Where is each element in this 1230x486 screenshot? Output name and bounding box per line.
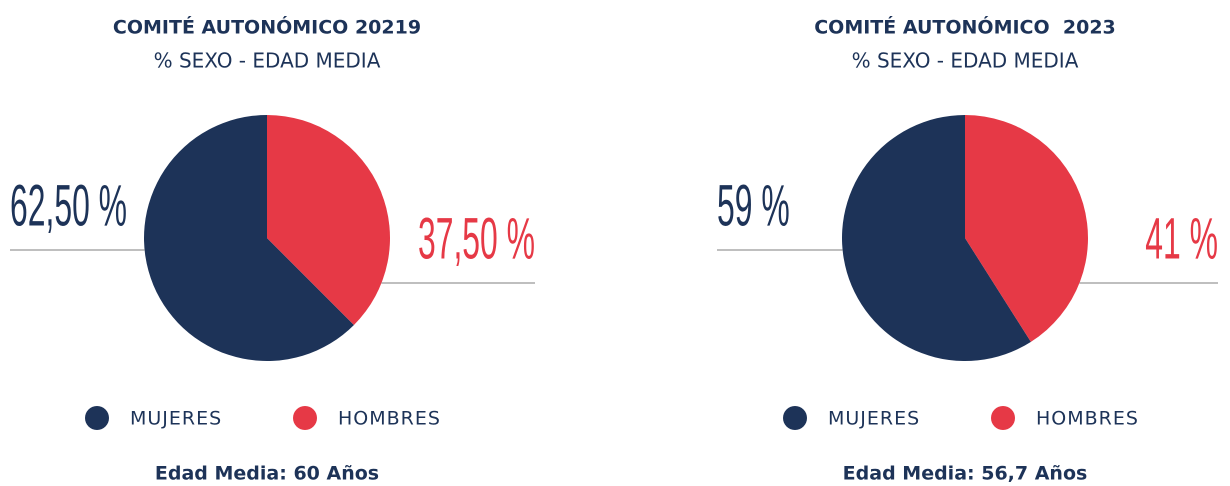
pie-slice <box>267 115 390 325</box>
legend-label: MUJERES <box>130 408 222 430</box>
value-label-group: 59 % <box>717 173 790 237</box>
chart-subtitle: % SEXO - EDAD MEDIA <box>852 49 1079 73</box>
chart-title: COMITÉ AUTONÓMICO 20219 <box>113 15 421 39</box>
pie-slice <box>965 115 1088 342</box>
chart-subtitle: % SEXO - EDAD MEDIA <box>154 49 381 73</box>
value-label: 41 % <box>1145 206 1218 270</box>
legend-swatch <box>991 406 1015 430</box>
value-label: 62,50 % <box>10 173 127 237</box>
value-label-group: 41 % <box>1145 206 1218 270</box>
footer: Edad Media: 60 Años <box>155 463 379 485</box>
legend-swatch <box>293 406 317 430</box>
legend-swatch <box>783 406 807 430</box>
legend-swatch <box>85 406 109 430</box>
value-label: 59 % <box>717 173 790 237</box>
chart-title: COMITÉ AUTONÓMICO 2023 <box>814 15 1116 39</box>
footer: Edad Media: 56,7 Años <box>843 463 1088 485</box>
value-label-group: 37,50 % <box>418 206 535 270</box>
value-label-group: 62,50 % <box>10 173 127 237</box>
legend-label: MUJERES <box>828 408 920 430</box>
legend-label: HOMBRES <box>1036 408 1139 430</box>
legend-label: HOMBRES <box>338 408 441 430</box>
pie-slice <box>841 115 1031 361</box>
value-label: 37,50 % <box>418 206 535 270</box>
pie-slice <box>143 115 354 362</box>
